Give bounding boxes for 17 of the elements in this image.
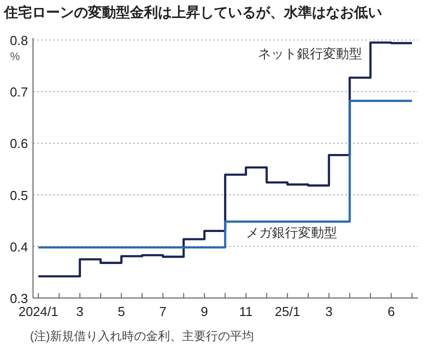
x-tick-label: 11 [239, 304, 253, 319]
x-tick-label: 6 [388, 304, 395, 319]
x-tick-label: 9 [200, 304, 208, 319]
y-tick-label: 0.7 [10, 84, 28, 100]
y-tick-label: 0.8 [10, 33, 28, 48]
x-tick-label: 3 [325, 304, 333, 319]
x-tick-label: 25/1 [274, 304, 300, 319]
x-tick-label: 3 [76, 304, 84, 319]
y-tick-label: 0.5 [10, 188, 28, 203]
y-tick-label: 0.4 [10, 239, 28, 254]
title: 住宅ローンの変動型金利は上昇しているが、水準はなお低い [4, 4, 382, 20]
y-tick-label: 0.3 [10, 291, 28, 306]
y-axis-title: % [10, 51, 20, 63]
x-tick-label: 2024/1 [18, 304, 58, 319]
x-tick-label: 5 [118, 304, 125, 319]
x-tick-label: 7 [159, 304, 167, 319]
y-tick-label: 0.6 [10, 136, 28, 152]
